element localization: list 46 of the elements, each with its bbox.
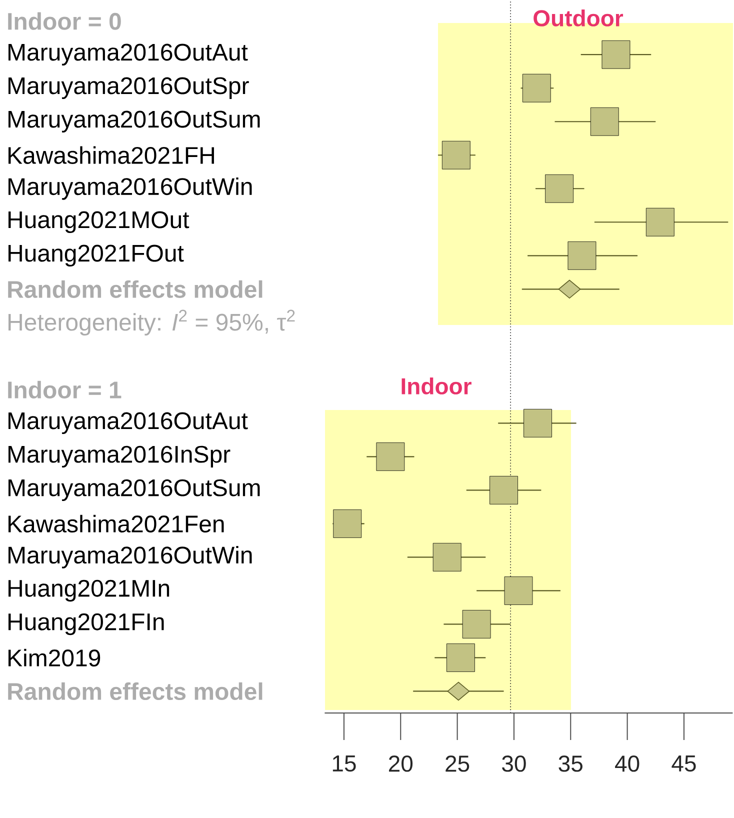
y-tick-label: Huang2021MOut [8, 211, 190, 234]
x-tick-label: 45 [672, 756, 696, 772]
point [524, 408, 552, 438]
y-tick-label: Heterogeneity: I$^{2}$ = 95%, τ$^{2}$ [8, 310, 295, 336]
x-tick-label: 35 [558, 756, 582, 772]
y-tick-label: Maruyama2016InSpr [8, 446, 230, 468]
y-tick-label: Kawashima2021Fen [8, 514, 224, 532]
point [558, 280, 581, 299]
point [545, 174, 574, 203]
y-tick-label: Random effects model [8, 280, 262, 298]
point [333, 509, 362, 538]
y-tick-label: Huang2021MIn [8, 580, 170, 602]
y-tick-label: Random effects model [8, 682, 262, 700]
point [432, 542, 462, 572]
annotation: Outdoor [534, 10, 624, 26]
y-tick-label: Indoor = 0 [8, 12, 121, 30]
x-tick-label: 40 [615, 756, 640, 772]
y-tick-label: Kim2019 [8, 648, 100, 667]
point [522, 74, 551, 102]
y-tick-label: Maruyama2016OutWin [8, 546, 252, 568]
x-tick-label: 20 [389, 756, 413, 772]
y-tick-label: Maruyama2016OutSpr [8, 77, 249, 99]
y-tick-label: Indoor = 1 [8, 380, 122, 398]
point [590, 107, 619, 136]
point [490, 476, 518, 504]
point [504, 576, 533, 605]
x-tick-label: 15 [332, 756, 356, 772]
point [376, 442, 405, 471]
y-tick-label: Maruyama2016OutAut [8, 44, 248, 66]
point [568, 241, 596, 270]
y-tick-label: Maruyama2016OutSum [8, 110, 260, 132]
y-tick-label: Kawashima2021FH [8, 146, 214, 164]
point [442, 140, 470, 170]
x-tick-label: 25 [446, 756, 470, 772]
x-tick-label: 30 [502, 756, 526, 772]
annotation: Indoor [402, 378, 472, 394]
point [602, 40, 630, 69]
y-tick-label: Huang2021FIn [8, 613, 164, 636]
y-tick-label: Maruyama2016OutWin [8, 177, 252, 200]
point [462, 610, 491, 638]
y-tick-label: Maruyama2016OutAut [8, 412, 248, 434]
point [447, 682, 470, 701]
point [646, 208, 674, 236]
point [446, 644, 475, 672]
y-tick-label: Huang2021FOut [8, 244, 184, 267]
y-tick-label: Maruyama2016OutSum [8, 479, 260, 502]
